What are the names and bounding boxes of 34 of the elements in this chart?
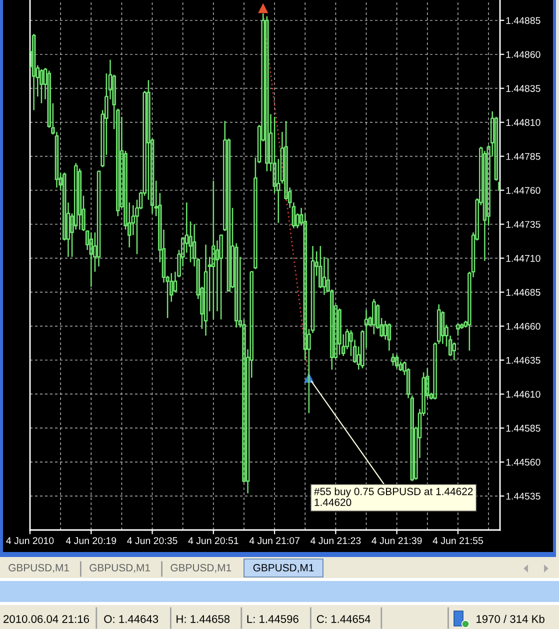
x-tick-label: 4 Jun 21:39 [372,537,422,544]
x-tick-label: 4 Jun 20:35 [127,537,178,544]
text: 1970 / 314 Kb [476,614,544,623]
y-tick-label: 1.44535 [506,492,540,500]
y-tick-label: 1.44885 [506,17,540,24]
text: C: 1.44654 [316,615,370,623]
x-tick-label: 4 Jun 2010 [6,537,54,544]
text: 2010.06.04 21:16 [4,615,90,623]
text: GBPUSD,M1 [90,564,150,573]
x-tick-label: 4 Jun 21:07 [249,537,300,544]
y-tick-label: 1.44635 [506,356,540,364]
y-tick-label: 1.44660 [506,322,540,330]
text: GBPUSD,M1 [253,564,314,573]
y-tick-label: 1.44710 [506,254,540,262]
x-tick-label: 4 Jun 20:19 [66,537,116,544]
x-tick-label: 4 Jun 21:55 [432,537,483,544]
text: H: 1.44658 [176,615,230,623]
text: L: 1.44596 [247,615,298,623]
y-tick-label: 1.44560 [506,458,540,466]
y-tick-label: 1.44585 [506,424,540,432]
y-tick-label: 1.44685 [506,288,540,296]
y-tick-label: 1.44735 [506,220,540,228]
y-tick-label: 1.44860 [506,51,540,58]
annotation: #55 buy 0.75 GBPUSD at 1.44622 1.44620 [314,488,473,506]
text: O: 1.44643 [104,615,158,623]
y-tick-label: 1.44760 [506,186,540,194]
x-tick-label: 4 Jun 20:51 [188,537,238,544]
y-tick-label: 1.44610 [506,390,540,398]
y-tick-label: 1.44835 [506,85,540,92]
text: GBPUSD,M1 [8,564,69,573]
x-tick-label: 4 Jun 21:23 [310,537,361,544]
y-tick-label: 1.44810 [506,119,540,126]
y-tick-label: 1.44785 [506,153,540,160]
text: GBPUSD,M1 [170,564,232,573]
